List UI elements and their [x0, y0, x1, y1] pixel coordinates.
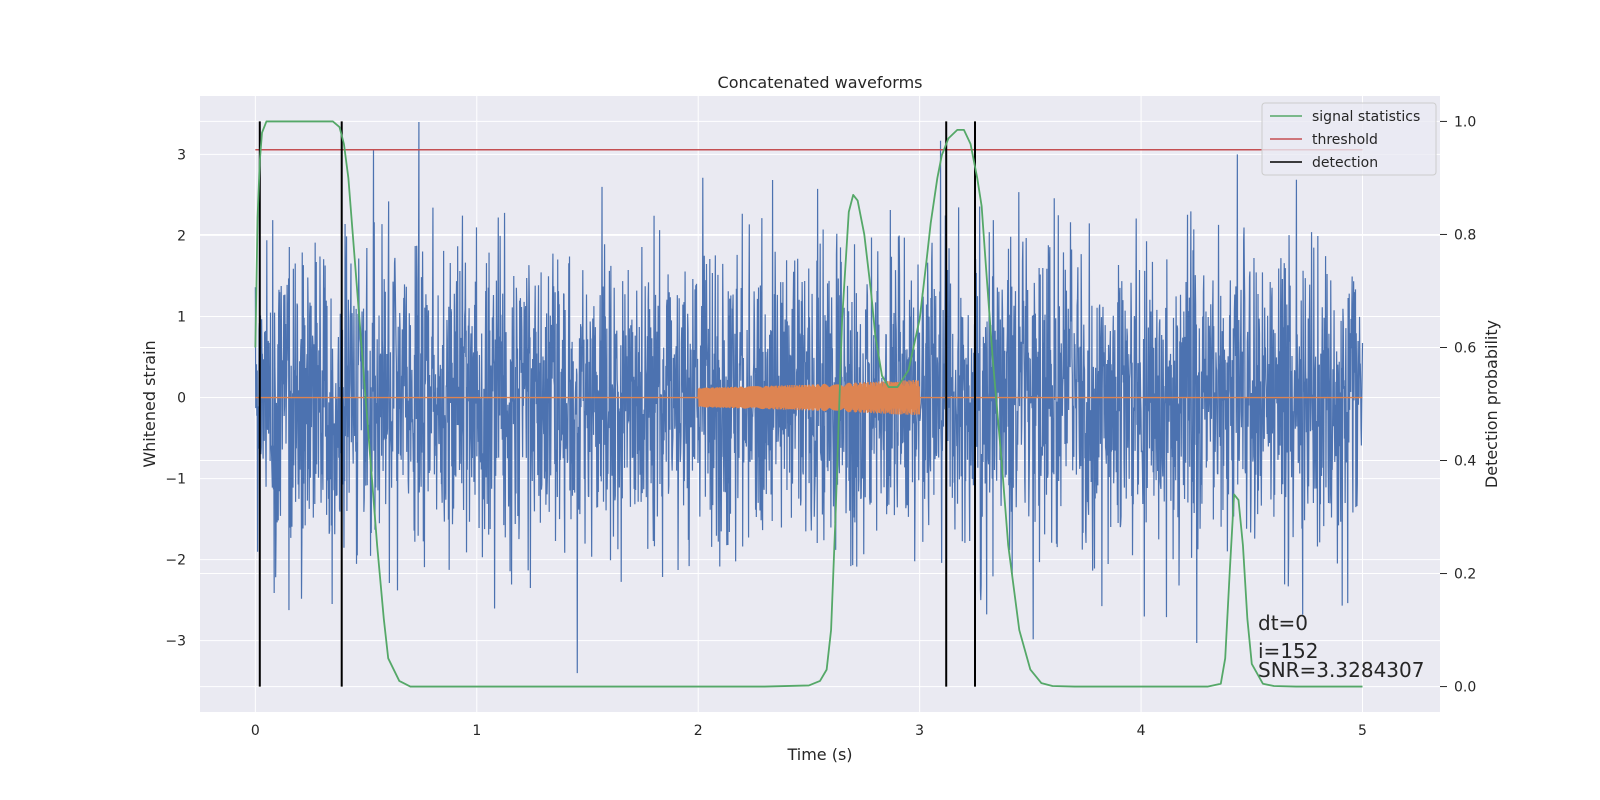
y2-tick-label: 0.2: [1454, 567, 1476, 583]
series-line-strain: [254, 121, 1364, 674]
x-tick-label: 5: [1358, 723, 1367, 739]
annotation-dt: dt=0: [1258, 611, 1308, 635]
y2-tick-label: 0.4: [1454, 454, 1476, 470]
y2-tick-label: 0.0: [1454, 680, 1476, 696]
annotation-snr: SNR=3.3284307: [1258, 658, 1424, 682]
y2-axis-title: Detection probability: [1482, 320, 1501, 488]
y-tick-label: −2: [165, 553, 186, 569]
y-tick-label: −1: [165, 472, 186, 488]
x-tick-label: 4: [1137, 723, 1146, 739]
annotation-index: i=152: [1258, 639, 1319, 663]
x-tick-label: 0: [251, 723, 260, 739]
series-line-injection: [255, 379, 1363, 416]
y2-tick-label: 0.8: [1454, 227, 1476, 243]
legend-box: [1261, 102, 1437, 176]
x-tick-label: 1: [472, 723, 481, 739]
legend-label-detection: detection: [1312, 155, 1378, 171]
y-tick-label: 1: [177, 309, 186, 325]
y-tick-label: 2: [177, 228, 186, 244]
chart-title: Concatenated waveforms: [718, 73, 923, 92]
y-tick-label: 3: [177, 147, 186, 163]
series-line-signal-statistics: [254, 120, 1363, 688]
legend: signal statistics threshold detection: [1261, 102, 1437, 176]
y-tick-label: −3: [165, 634, 186, 650]
y2-tick-label: 1.0: [1454, 114, 1476, 130]
x-tick-label: 3: [915, 723, 924, 739]
y2-tick-label: 0.6: [1454, 340, 1476, 356]
legend-label-signal-statistics: signal statistics: [1312, 109, 1420, 125]
axes-layer: 0 1 2 3 4 5 −3 −2 −1 0 1 2 3 0.0 0.2 0.4 0.6 0.8 1.0: [165, 114, 1476, 739]
y-axis-title: Whitened strain: [140, 340, 159, 467]
x-axis-title: Time (s): [786, 745, 852, 764]
y-tick-label: 0: [177, 391, 186, 407]
annotations: dt=0 i=152 SNR=3.3284307: [1258, 611, 1424, 682]
x-tick-label: 2: [694, 723, 703, 739]
data-layer: [254, 120, 1364, 688]
legend-label-threshold: threshold: [1312, 132, 1378, 148]
